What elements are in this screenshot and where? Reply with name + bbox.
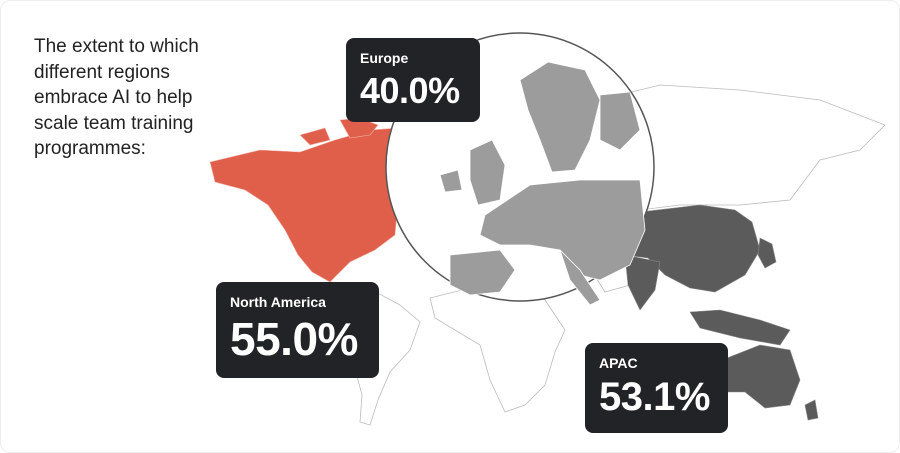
africa: [429, 287, 566, 413]
region-name: North America: [230, 294, 326, 310]
region-value: 40.0%: [360, 70, 460, 111]
region-name: APAC: [599, 355, 638, 371]
apac: [624, 204, 819, 421]
region-value: 55.0%: [230, 313, 358, 365]
north-america: [209, 117, 401, 283]
intro-text: The extent to which different regions em…: [34, 36, 199, 159]
region-name: Europe: [360, 50, 409, 66]
europe: [439, 61, 646, 306]
region-card-europe: Europe 40.0%: [346, 38, 480, 122]
region-value: 53.1%: [599, 375, 710, 419]
region-card-north-america: North America 55.0%: [216, 282, 379, 378]
region-card-apac: APAC 53.1%: [585, 343, 728, 433]
